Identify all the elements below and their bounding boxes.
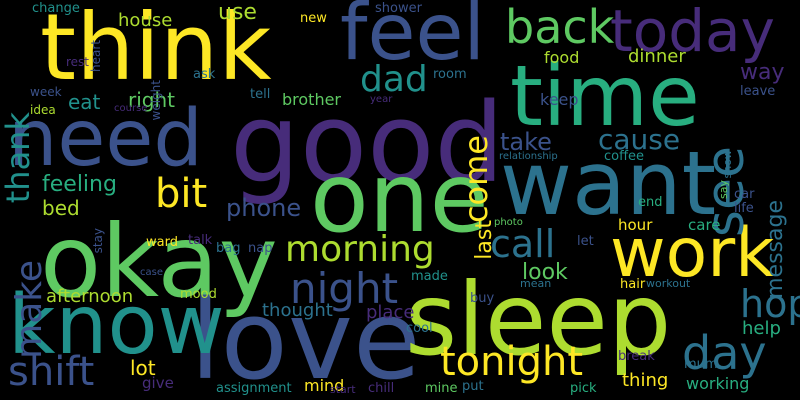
word-shift: shift (8, 349, 95, 395)
word-change: change (32, 1, 80, 16)
word-year: year (370, 94, 393, 105)
word-tonight: tonight (440, 339, 584, 385)
word-show: show (721, 150, 734, 179)
word-ask: ask (193, 67, 216, 82)
word-last: last (472, 220, 497, 260)
word-eat: eat (68, 90, 101, 114)
word-phone: phone (226, 194, 302, 222)
word-time: time (510, 47, 700, 145)
word-cause: cause (598, 123, 681, 156)
word-look: look (522, 260, 568, 285)
word-need: need (8, 94, 203, 184)
word-case: case (140, 267, 163, 278)
word-night: night (290, 264, 399, 313)
word-coffee: coffee (604, 149, 645, 164)
word-room: room (433, 67, 467, 82)
word-working: working (686, 374, 750, 393)
word-right: right (128, 88, 175, 112)
word-assignment: assignment (216, 381, 292, 396)
word-new: new (300, 11, 327, 26)
word-course: course (114, 103, 148, 114)
word-today: today (610, 0, 775, 65)
word-hour: hour (618, 216, 653, 234)
word-bit: bit (155, 171, 208, 217)
word-mind: mind (304, 376, 345, 395)
word-brother: brother (282, 90, 342, 109)
word-bed: bed (42, 196, 80, 220)
word-one: one (310, 142, 489, 254)
word-lot: lot (130, 356, 156, 380)
word-house: house (118, 10, 173, 31)
word-food: food (544, 48, 580, 67)
word-help: help (742, 318, 781, 339)
word-rest: rest (66, 55, 90, 69)
word-buy: buy (470, 291, 495, 306)
word-mean: mean (520, 277, 552, 290)
word-morning: morning (285, 229, 435, 270)
word-life: life (734, 201, 754, 216)
word-nap: nap (248, 241, 273, 256)
word-tell: tell (250, 87, 271, 102)
word-put: put (462, 379, 484, 394)
word-chill: chill (368, 381, 395, 396)
word-good: good (230, 79, 505, 207)
word-leave: leave (740, 84, 776, 99)
word-want: want (500, 132, 717, 235)
word-feel: feel (340, 0, 486, 78)
word-know: know (8, 278, 225, 373)
word-mood: mood (180, 287, 217, 302)
word-cool: cool (406, 321, 433, 336)
word-care: care (688, 216, 721, 234)
word-work: work (610, 214, 775, 293)
word-take: take (500, 128, 552, 156)
word-call: call (490, 222, 556, 266)
word-shower: shower (375, 1, 422, 16)
word-thing: thing (622, 370, 669, 391)
word-idea: idea (30, 103, 56, 117)
word-thank: thank (0, 112, 37, 204)
word-relationship: relationship (499, 151, 558, 162)
word-ward: ward (146, 235, 178, 250)
word-back: back (505, 0, 615, 54)
word-heart: heart (89, 40, 103, 72)
word-afternoon: afternoon (46, 286, 134, 307)
word-start: start (330, 383, 356, 396)
word-okay: okay (40, 203, 278, 320)
word-feeling: feeling (42, 172, 117, 197)
word-car: car (734, 187, 755, 202)
word-keep: keep (540, 90, 579, 109)
word-come: come (457, 135, 495, 224)
word-way: way (740, 60, 785, 85)
word-sleep: sleep (405, 261, 672, 378)
word-pick: pick (570, 381, 597, 396)
word-say: say (717, 180, 730, 199)
word-think: think (40, 0, 272, 101)
word-make: make (9, 260, 50, 359)
word-use: use (218, 0, 257, 25)
word-place: place (366, 302, 415, 323)
word-message: message (763, 200, 788, 299)
word-made: made (411, 269, 448, 284)
word-mine: mine (425, 381, 458, 396)
word-dinner: dinner (628, 46, 686, 67)
word-workout: workout (646, 277, 691, 290)
word-day: day (682, 326, 767, 380)
word-photo: photo (494, 217, 523, 228)
word-end: end (638, 195, 663, 210)
word-weight: weight (149, 80, 163, 121)
word-hope: hope (740, 282, 800, 326)
word-hair: hair (620, 277, 646, 292)
word-dad: dad (360, 59, 428, 100)
word-give: give (142, 374, 174, 392)
word-let: let (577, 234, 594, 249)
word-mum: mum (684, 357, 718, 372)
word-week: week (30, 85, 62, 99)
word-bag: bag (216, 241, 241, 256)
word-love: love (190, 276, 421, 400)
word-break: break (618, 349, 655, 364)
word-stay: stay (91, 228, 105, 254)
word-thought: thought (262, 300, 333, 321)
word-talk: talk (188, 233, 213, 248)
